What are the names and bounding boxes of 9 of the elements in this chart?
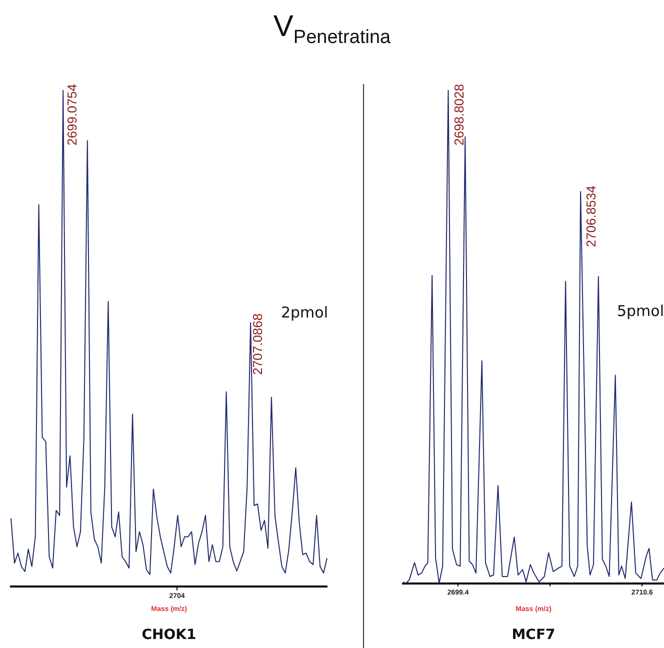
annotation: 2698.8028 [451, 84, 466, 146]
annotation: 2707.0868 [250, 313, 265, 375]
text: MCF7 [512, 627, 556, 644]
text: 2pmol [280, 303, 328, 322]
text: 5pmol [616, 302, 664, 320]
text: V$_{Penetratina}$ [272, 10, 392, 49]
annotation: 2699.0754 [64, 84, 80, 146]
text: CHOK1 [142, 627, 196, 644]
annotation: 2706.8534 [584, 186, 599, 248]
